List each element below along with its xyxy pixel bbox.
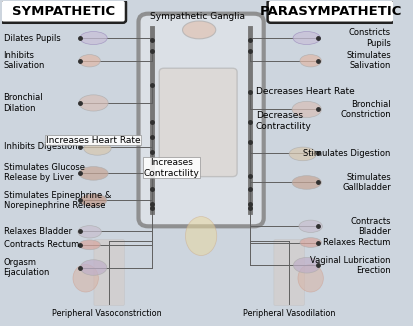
FancyBboxPatch shape — [94, 240, 124, 305]
Ellipse shape — [80, 194, 107, 207]
Ellipse shape — [78, 95, 108, 111]
FancyBboxPatch shape — [0, 0, 126, 23]
Text: Relaxes Rectum: Relaxes Rectum — [323, 238, 390, 247]
Text: Stimulates
Gallbladder: Stimulates Gallbladder — [341, 173, 390, 192]
Text: Contracts
Bladder: Contracts Bladder — [349, 216, 390, 236]
Ellipse shape — [83, 141, 111, 155]
Text: Contracts Rectum: Contracts Rectum — [3, 240, 78, 249]
Ellipse shape — [293, 258, 319, 273]
FancyBboxPatch shape — [159, 68, 237, 177]
Text: Stimulates Digestion: Stimulates Digestion — [303, 149, 390, 158]
Text: Relaxes Bladder: Relaxes Bladder — [3, 227, 71, 236]
FancyBboxPatch shape — [267, 0, 394, 23]
Text: PARASYMPATHETIC: PARASYMPATHETIC — [259, 5, 401, 18]
Text: Bronchial
Dilation: Bronchial Dilation — [3, 93, 43, 113]
Text: Peripheral Vasodilation: Peripheral Vasodilation — [242, 309, 335, 318]
Ellipse shape — [78, 240, 100, 250]
Ellipse shape — [291, 101, 320, 118]
Text: Dilates Pupils: Dilates Pupils — [3, 34, 60, 42]
Text: Inhibits Digestion: Inhibits Digestion — [3, 142, 77, 151]
Text: Decreases
Contractility: Decreases Contractility — [255, 111, 311, 130]
Text: Sympathetic Ganglia: Sympathetic Ganglia — [150, 12, 244, 22]
Ellipse shape — [292, 32, 320, 45]
Text: Orgasm
Ejaculation: Orgasm Ejaculation — [3, 258, 50, 277]
Ellipse shape — [288, 147, 316, 161]
Text: Stimulates Epinephrine &
Norepinephrine Release: Stimulates Epinephrine & Norepinephrine … — [3, 191, 111, 210]
Ellipse shape — [78, 167, 108, 180]
Text: Stimulates Glucose
Release by Liver: Stimulates Glucose Release by Liver — [3, 163, 84, 183]
Ellipse shape — [298, 220, 322, 232]
Ellipse shape — [299, 238, 320, 247]
Ellipse shape — [78, 54, 100, 67]
Text: Vaginal Lubrication
Erection: Vaginal Lubrication Erection — [310, 256, 390, 275]
Text: SYMPATHETIC: SYMPATHETIC — [12, 5, 115, 18]
Text: Bronchial
Constriction: Bronchial Constriction — [339, 100, 390, 119]
Ellipse shape — [182, 21, 215, 39]
Text: Increases
Contractility: Increases Contractility — [143, 158, 199, 178]
Text: Peripheral Vasoconstriction: Peripheral Vasoconstriction — [52, 309, 161, 318]
Text: Increases Heart Rate: Increases Heart Rate — [46, 136, 140, 145]
Ellipse shape — [291, 176, 320, 189]
Ellipse shape — [299, 54, 320, 67]
FancyBboxPatch shape — [138, 14, 263, 226]
Ellipse shape — [185, 216, 216, 256]
Text: Stimulates
Salivation: Stimulates Salivation — [345, 51, 390, 70]
Ellipse shape — [80, 32, 107, 45]
Ellipse shape — [78, 226, 101, 238]
Text: Constricts
Pupils: Constricts Pupils — [348, 28, 390, 48]
Text: Inhibits
Salivation: Inhibits Salivation — [3, 51, 45, 70]
Ellipse shape — [297, 264, 323, 292]
Ellipse shape — [73, 264, 98, 292]
FancyBboxPatch shape — [273, 240, 304, 305]
Ellipse shape — [80, 260, 107, 275]
Text: Decreases Heart Rate: Decreases Heart Rate — [255, 87, 354, 96]
